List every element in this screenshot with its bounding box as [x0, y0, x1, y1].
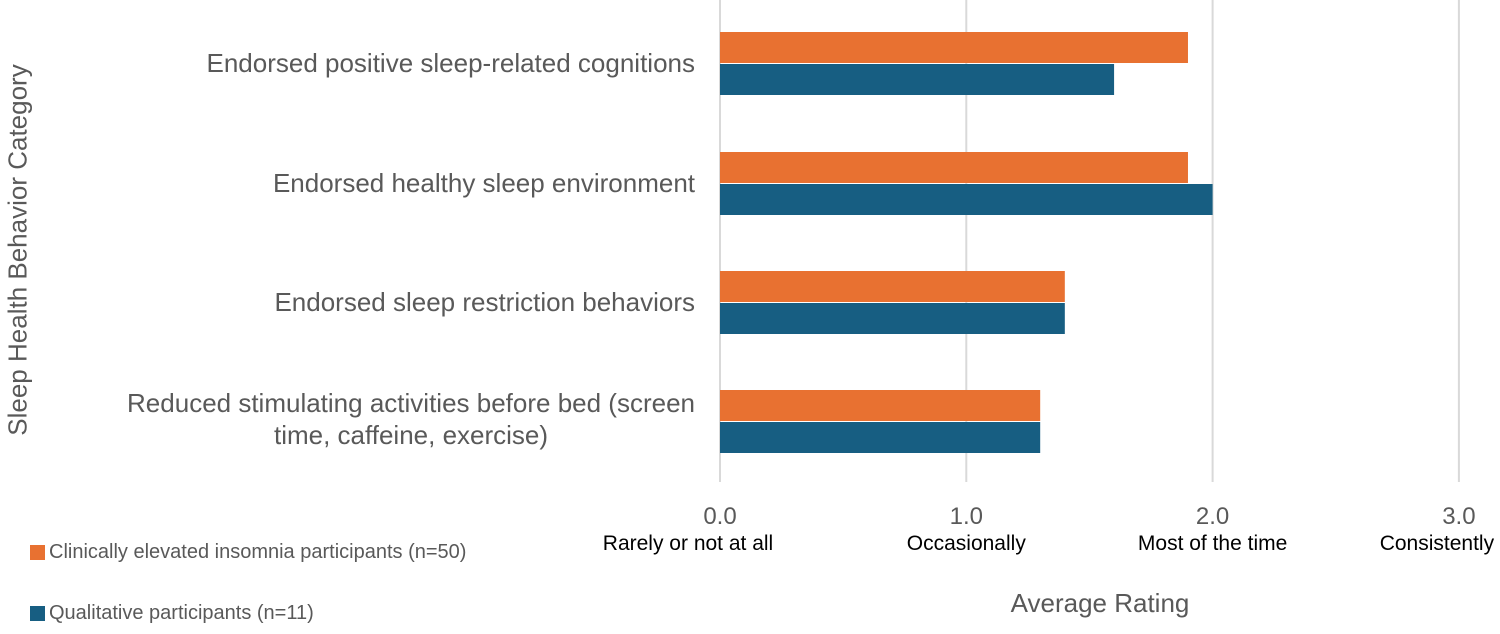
x-tick-label: Occasionally	[906, 532, 1026, 555]
legend-swatch-blue	[30, 606, 45, 621]
bar-insomnia	[720, 152, 1188, 183]
category-label-line: Endorsed positive sleep-related cognitio…	[206, 48, 695, 78]
legend-swatch-orange	[30, 545, 45, 560]
y-axis-title: Sleep Health Behavior Category	[2, 64, 33, 436]
legend-item-qualitative: Qualitative participants (n=11)	[30, 602, 314, 625]
category-label-line: Endorsed sleep restriction behaviors	[274, 287, 695, 317]
legend-label: Clinically elevated insomnia participant…	[49, 541, 467, 563]
category-label: Endorsed healthy sleep environment	[273, 167, 695, 199]
bar-insomnia	[720, 32, 1188, 63]
x-tick-label: Consistently	[1379, 532, 1495, 555]
x-axis-title: Average Rating	[1010, 588, 1190, 618]
category-label-line: Endorsed healthy sleep environment	[272, 168, 695, 198]
bar-qualitative	[720, 303, 1065, 334]
category-label: Reduced stimulating activities before be…	[127, 387, 695, 451]
x-tick-value: 1.0	[949, 503, 983, 530]
bar-qualitative	[720, 184, 1213, 215]
category-label-line: Reduced stimulating activities before be…	[127, 388, 695, 418]
x-tick-value: 2.0	[1195, 503, 1230, 530]
category-label: Endorsed sleep restriction behaviors	[274, 286, 695, 318]
bar-qualitative	[720, 64, 1115, 95]
category-label: Endorsed positive sleep-related cognitio…	[206, 47, 695, 79]
x-tick-value: 0.0	[703, 503, 737, 530]
legend-label: Qualitative participants (n=11)	[49, 602, 314, 624]
x-tick-label: Most of the time	[1137, 532, 1288, 555]
bar-insomnia	[720, 271, 1065, 302]
x-tick-label: Rarely or not at all	[602, 532, 774, 555]
legend-item-insomnia: Clinically elevated insomnia participant…	[30, 541, 466, 564]
x-tick-value: 3.0	[1442, 503, 1476, 530]
bar-insomnia	[720, 390, 1041, 421]
category-label-line: time, caffeine, exercise)	[273, 420, 549, 450]
bar-qualitative	[720, 422, 1041, 453]
